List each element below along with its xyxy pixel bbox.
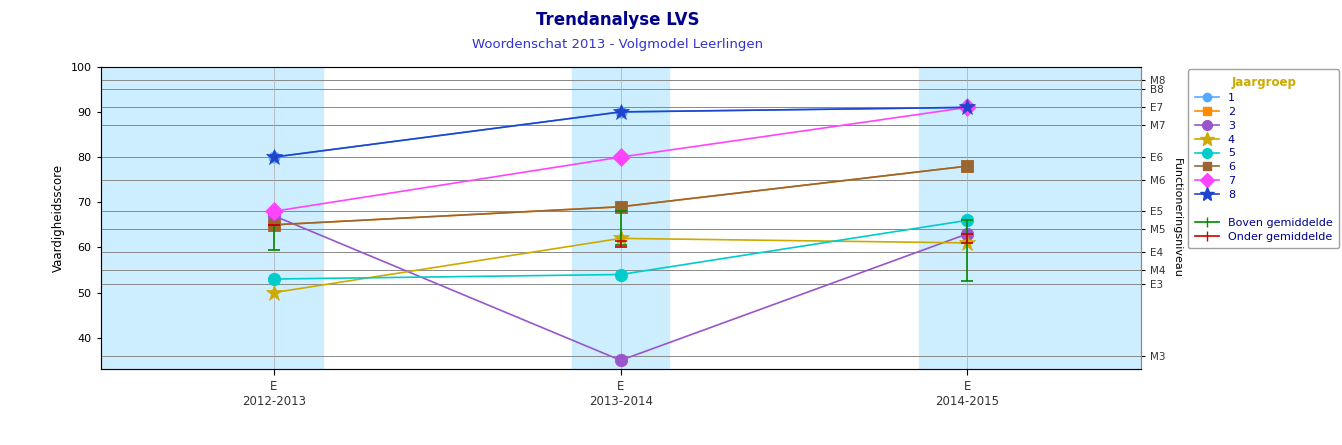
Bar [101, 67, 322, 369]
Legend: 1, 2, 3, 4, 5, 6, 7, 8, , Boven gemiddelde, Onder gemiddelde: 1, 2, 3, 4, 5, 6, 7, 8, , Boven gemiddel… [1188, 69, 1339, 248]
Text: Trendanalyse LVS: Trendanalyse LVS [535, 11, 699, 29]
Y-axis label: Functioneringsniveau: Functioneringsniveau [1172, 158, 1182, 278]
Bar [919, 67, 1141, 369]
Text: Woordenschat 2013 - Volgmodel Leerlingen: Woordenschat 2013 - Volgmodel Leerlingen [472, 38, 762, 51]
Bar [572, 67, 670, 369]
Y-axis label: Vaardigheidsscore: Vaardigheidsscore [52, 164, 64, 272]
